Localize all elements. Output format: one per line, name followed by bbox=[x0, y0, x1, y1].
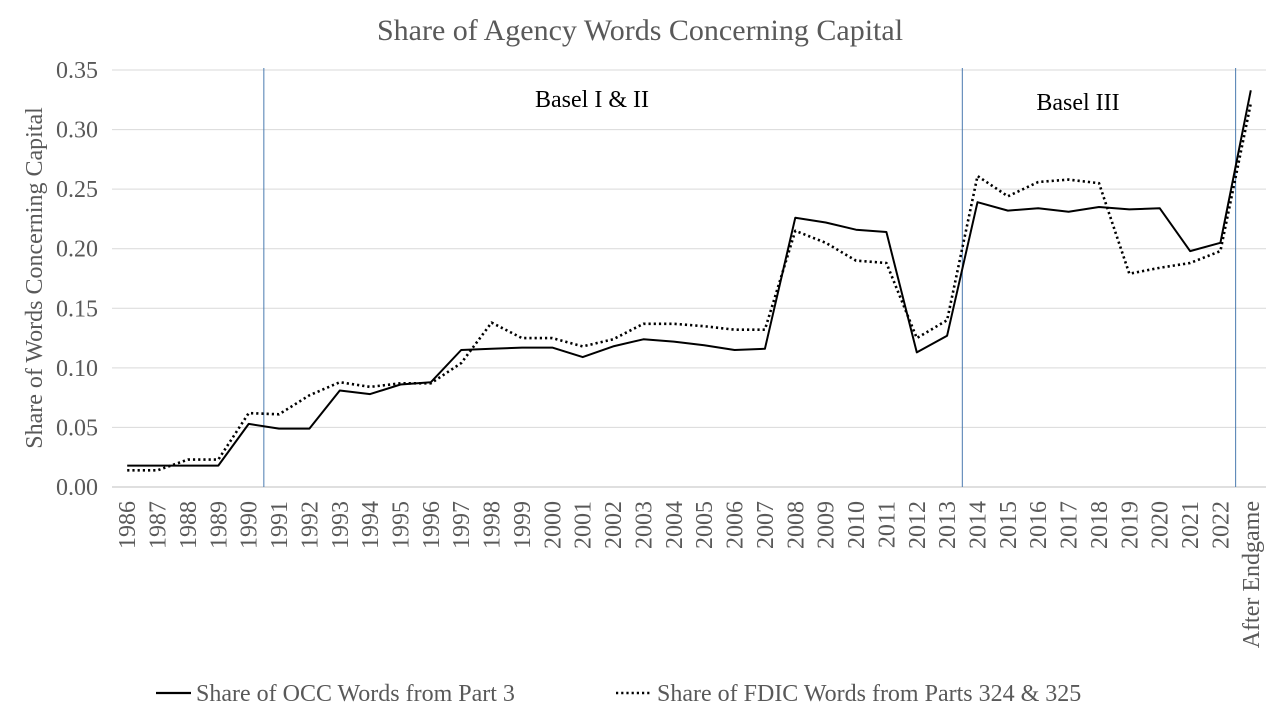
legend-label-fdic: Share of FDIC Words from Parts 324 & 325 bbox=[657, 681, 1081, 707]
x-tick-label: 2020 bbox=[1148, 501, 1174, 549]
x-tick-label: 2015 bbox=[996, 501, 1022, 549]
x-tick-label: 2019 bbox=[1117, 501, 1143, 549]
y-tick-label: 0.05 bbox=[56, 415, 98, 441]
legend-label-occ: Share of OCC Words from Part 3 bbox=[196, 681, 515, 707]
y-axis-label: Share of Words Concerning Capital bbox=[22, 107, 48, 449]
x-tick-label: 1989 bbox=[206, 501, 232, 549]
x-tick-label: 2011 bbox=[874, 501, 900, 548]
x-tick-label: 2014 bbox=[966, 501, 992, 549]
y-tick-labels: 0.00 0.05 0.10 0.15 0.20 0.25 0.30 0.35 bbox=[56, 58, 98, 501]
y-tick-label: 0.30 bbox=[56, 118, 98, 144]
x-tick-label: 1986 bbox=[115, 501, 141, 549]
x-tick-label: 2021 bbox=[1178, 501, 1204, 549]
x-tick-label: 1988 bbox=[176, 501, 202, 549]
y-tick-label: 0.25 bbox=[56, 177, 98, 203]
x-tick-label: After Endgame bbox=[1239, 501, 1265, 648]
y-tick-label: 0.10 bbox=[56, 356, 98, 382]
x-tick-label: 2005 bbox=[692, 501, 718, 549]
x-tick-label: 1996 bbox=[419, 501, 445, 549]
series-line-occ bbox=[127, 90, 1252, 467]
x-tick-label: 2001 bbox=[571, 501, 597, 549]
x-tick-label: 2000 bbox=[540, 501, 566, 549]
period-markers bbox=[263, 68, 1237, 487]
x-tick-label: 1987 bbox=[146, 501, 172, 549]
x-tick-label: 1993 bbox=[328, 501, 354, 549]
x-tick-label: 2013 bbox=[935, 501, 961, 549]
x-tick-label: 2009 bbox=[814, 501, 840, 549]
y-tick-label: 0.20 bbox=[56, 237, 98, 263]
x-tick-label: 1990 bbox=[237, 501, 263, 549]
x-tick-label: 2002 bbox=[601, 501, 627, 549]
x-tick-label: 1994 bbox=[358, 501, 384, 549]
x-tick-label: 1998 bbox=[480, 501, 506, 549]
series-line-fdic bbox=[127, 103, 1253, 472]
x-tick-label: 2012 bbox=[905, 501, 931, 549]
y-tick-label: 0.15 bbox=[56, 296, 98, 322]
x-tick-label: 1999 bbox=[510, 501, 536, 549]
series-lines bbox=[127, 90, 1253, 472]
y-tick-label: 0.35 bbox=[56, 58, 98, 84]
x-tick-label: 1997 bbox=[449, 501, 475, 549]
chart-title: Share of Agency Words Concerning Capital bbox=[377, 14, 903, 47]
x-tick-label: 2003 bbox=[631, 501, 657, 549]
annotation-basel-3: Basel III bbox=[1036, 90, 1119, 116]
x-tick-label: 2018 bbox=[1087, 501, 1113, 549]
annotation-basel-1-2: Basel I & II bbox=[535, 87, 649, 113]
x-tick-label: 1991 bbox=[267, 501, 293, 549]
legend: Share of OCC Words from Part 3 Share of … bbox=[156, 681, 1081, 707]
gridlines bbox=[112, 69, 1266, 488]
x-tick-label: 2004 bbox=[662, 501, 688, 549]
x-tick-label: 2016 bbox=[1026, 501, 1052, 549]
x-tick-labels: 1986 1987 1988 1989 1990 1991 1992 1993 1994 1995… bbox=[115, 501, 1265, 648]
x-tick-label: 2008 bbox=[783, 501, 809, 549]
x-tick-label: 2006 bbox=[723, 501, 749, 549]
x-tick-label: 1992 bbox=[297, 501, 323, 549]
x-tick-label: 2007 bbox=[753, 501, 779, 549]
x-tick-label: 1995 bbox=[389, 501, 415, 549]
x-tick-label: 2022 bbox=[1208, 501, 1234, 549]
x-tick-label: 2017 bbox=[1057, 501, 1083, 549]
y-tick-label: 0.00 bbox=[56, 475, 98, 501]
x-tick-label: 2010 bbox=[844, 501, 870, 549]
